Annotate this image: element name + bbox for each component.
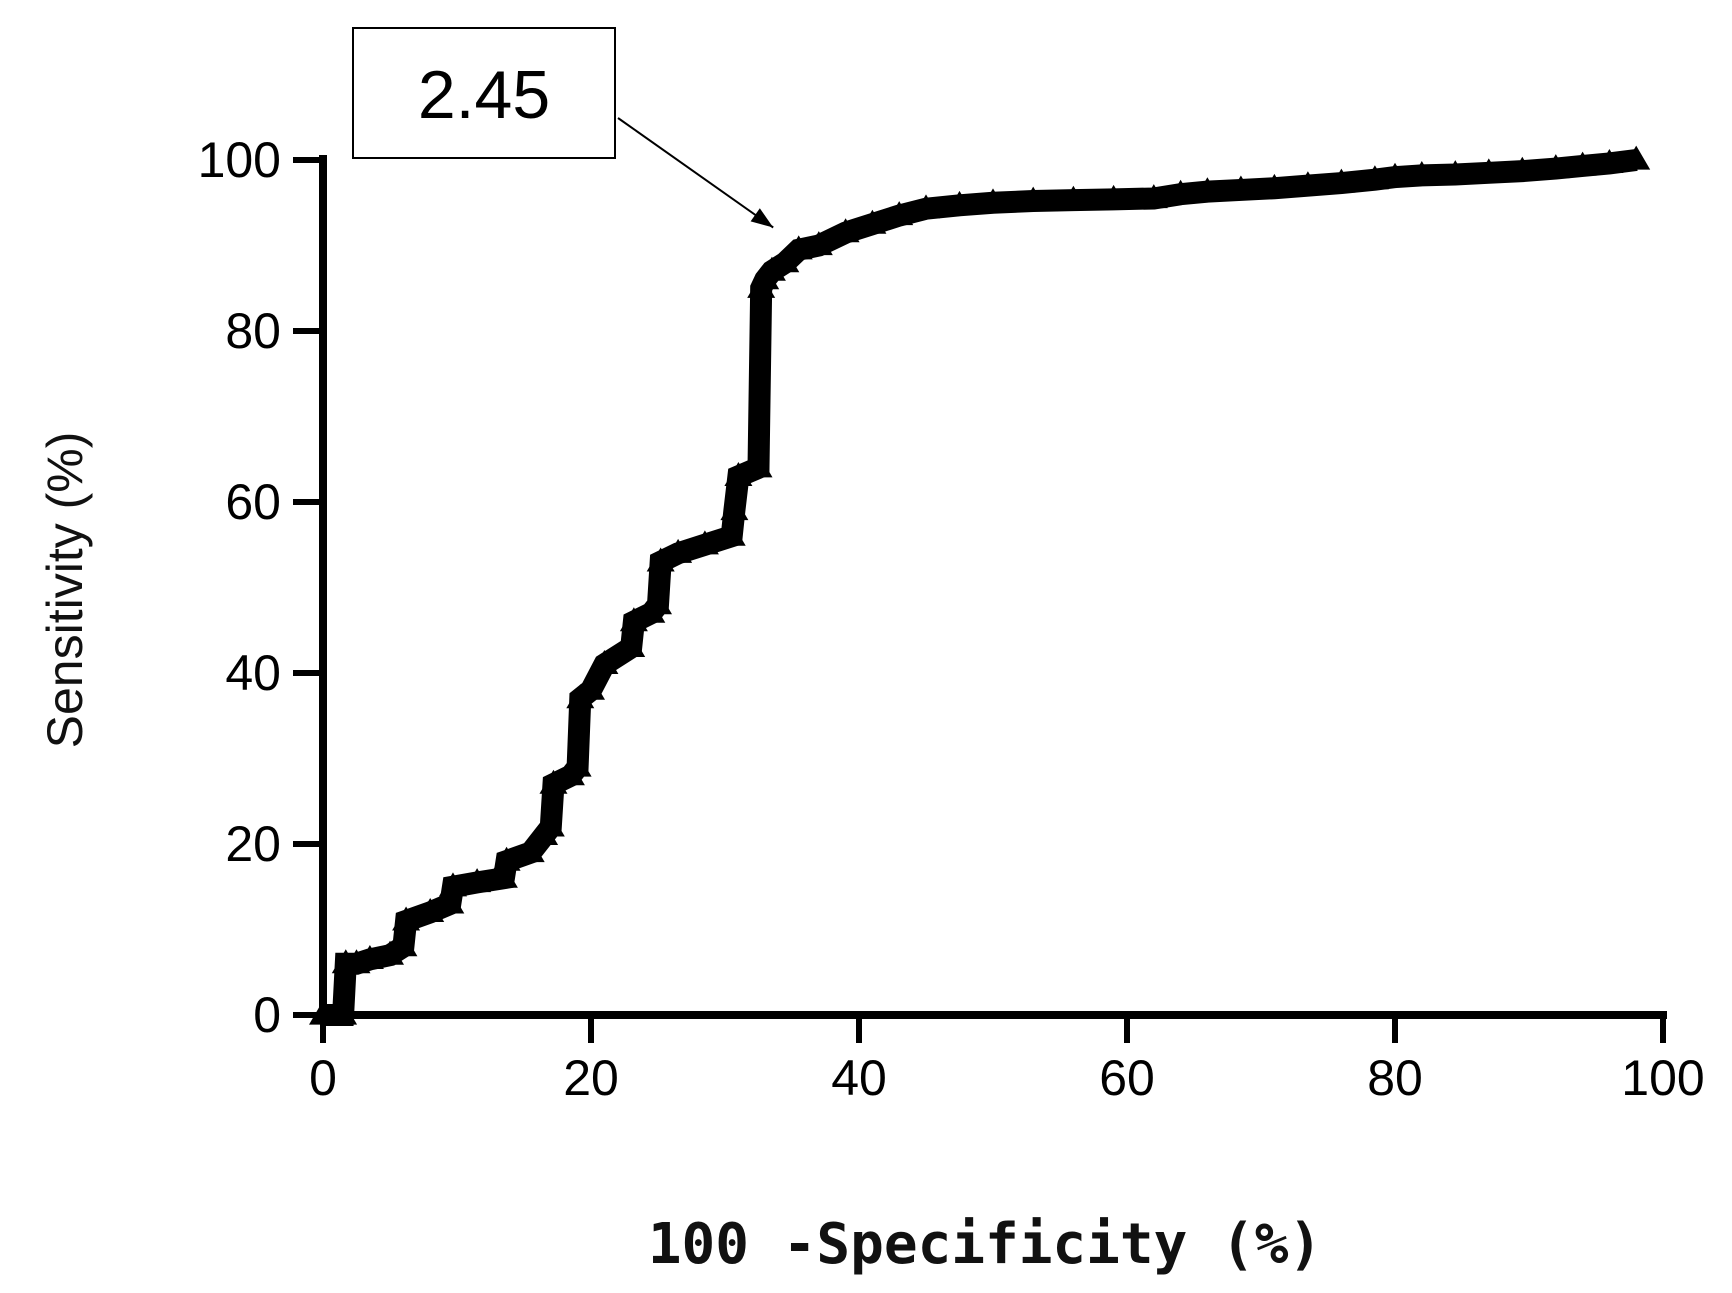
data-point-triangle [1019, 186, 1048, 211]
data-point-triangle [744, 453, 773, 478]
data-point-triangle [1260, 173, 1289, 198]
x-tick-label: 80 [1367, 1050, 1423, 1106]
data-point-triangle [1166, 179, 1195, 204]
annotation: 2.45 [352, 27, 774, 229]
data-point-triangle [392, 906, 421, 931]
data-point-triangle [885, 201, 914, 226]
y-axis-title: Sensitivity (%) [37, 432, 93, 749]
x-tick-label: 40 [831, 1050, 887, 1106]
x-tick-label: 0 [309, 1050, 337, 1106]
data-point-triangle [646, 547, 675, 572]
data-point-triangle [1441, 160, 1470, 185]
x-ticks: 0 20 40 60 80 100 [309, 1015, 1705, 1106]
data-point-triangle [1541, 154, 1570, 179]
data-point-triangle [771, 248, 800, 273]
x-axis-title: 100 -Specificity (%) [648, 1212, 1322, 1277]
y-tick-label: 20 [225, 816, 281, 872]
data-point-triangle [563, 752, 592, 777]
data-point-triangle [516, 838, 545, 863]
data-point-triangle [1568, 151, 1597, 176]
roc-curve-line [323, 149, 1638, 1026]
data-point-triangle [664, 538, 693, 563]
data-point-triangle [690, 530, 719, 555]
data-point-triangle [1360, 165, 1389, 190]
data-point-triangle [590, 650, 619, 675]
data-point-triangle [1508, 156, 1537, 181]
data-point-triangle [1407, 160, 1436, 185]
y-tick-label: 60 [225, 474, 281, 530]
data-point-triangle [945, 190, 974, 215]
data-point-triangle [1193, 177, 1222, 202]
data-point-triangle [416, 898, 445, 922]
data-point-triangle [436, 889, 465, 914]
data-point-triangle [309, 1000, 337, 1025]
data-point-triangle [355, 945, 384, 970]
data-point-triangle [1059, 185, 1088, 210]
data-point-triangle [1474, 158, 1503, 183]
annotation-arrowhead [750, 208, 774, 228]
x-tick-label: 20 [563, 1050, 619, 1106]
data-point-triangle [784, 235, 813, 260]
data-point-triangle [1139, 184, 1168, 209]
data-point-triangle [724, 461, 753, 486]
data-point-triangle [438, 872, 467, 897]
y-tick-label: 100 [198, 132, 281, 188]
data-point-triangle [1226, 175, 1255, 200]
data-point-triangle [1381, 162, 1409, 187]
x-tick-label: 60 [1099, 1050, 1155, 1106]
x-tick-label: 100 [1621, 1050, 1704, 1106]
data-point-triangle [492, 846, 521, 871]
data-point-triangle [329, 1000, 358, 1025]
y-tick-label: 40 [225, 645, 281, 701]
data-point-triangle [376, 940, 404, 965]
data-point-triangle [389, 932, 418, 957]
data-point-triangle [717, 521, 746, 546]
data-point-triangle [1327, 168, 1356, 193]
data-point-triangle [1293, 171, 1322, 196]
data-point-triangle [757, 256, 786, 281]
annotation-arrow [617, 117, 774, 229]
data-point-triangle [536, 812, 565, 837]
annotation-label: 2.45 [418, 57, 550, 133]
series-layer [309, 145, 1651, 1026]
annotation-box [352, 27, 616, 159]
data-point-triangle [617, 632, 646, 657]
data-point-triangle [1622, 145, 1651, 170]
data-point-triangle [577, 675, 605, 700]
data-point-triangle [912, 194, 940, 219]
data-point-triangle [463, 868, 492, 893]
data-point-triangle [489, 863, 518, 888]
data-point-triangle [1595, 149, 1624, 174]
axes: 0 20 40 60 80 100 0 20 40 60 80 100 [198, 132, 1705, 1106]
data-point-triangle [1099, 184, 1128, 209]
data-point-triangle [539, 769, 568, 794]
data-point-triangle [831, 218, 860, 243]
data-point-triangle [720, 496, 749, 521]
data-point-triangle [858, 209, 887, 234]
data-point-triangle [979, 188, 1007, 213]
y-tick-label: 80 [225, 303, 281, 359]
data-point-triangle [644, 590, 672, 615]
y-tick-label: 0 [253, 987, 281, 1043]
data-point-triangle [619, 607, 648, 632]
y-ticks: 0 20 40 60 80 100 [198, 132, 323, 1043]
data-point-triangle [804, 231, 833, 256]
